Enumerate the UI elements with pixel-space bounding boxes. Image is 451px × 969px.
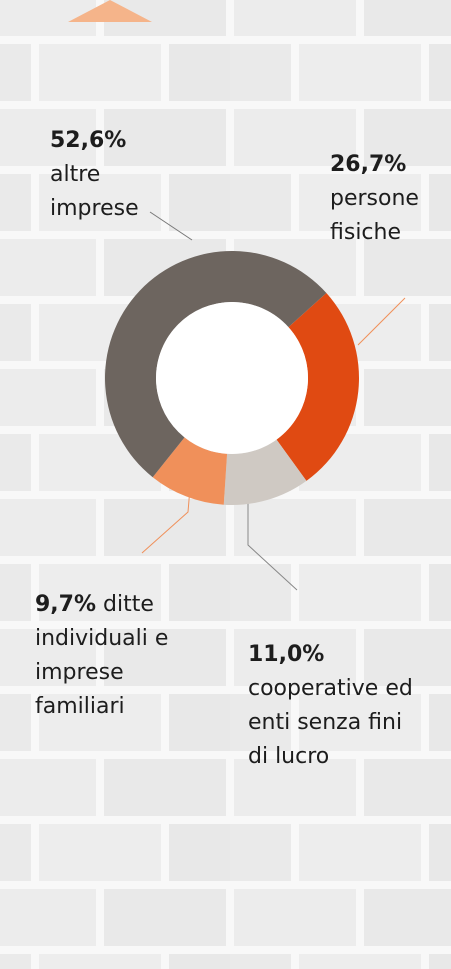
leader-line	[357, 297, 406, 346]
category-label: cooperative ed enti senza fini di lucro	[248, 676, 413, 769]
value-label: 9,7%	[35, 592, 97, 617]
value-label: 26,7%	[330, 152, 407, 177]
donut-hole	[156, 302, 308, 454]
leader-line	[149, 211, 193, 241]
value-label: 52,6%	[50, 128, 127, 153]
donut-segment	[223, 439, 307, 505]
label: 11,0% cooperative ed enti senza fini di …	[248, 638, 423, 774]
category-label: altre imprese	[50, 162, 139, 221]
value-label: 11,0%	[248, 642, 325, 667]
leader-line	[247, 490, 298, 591]
category-label: persone fisiche	[330, 186, 419, 245]
label: 9,7% ditte individuali e imprese familia…	[35, 588, 171, 724]
donut-segment	[152, 437, 228, 505]
label: 52,6% altre imprese	[50, 124, 160, 226]
donut-segment	[104, 250, 327, 478]
category-label: ditte individuali e imprese familiari	[35, 592, 169, 719]
label: 26,7% persone fisiche	[330, 148, 440, 250]
donut	[104, 250, 359, 505]
top-arrow	[68, 0, 152, 22]
donut-segment	[276, 293, 359, 481]
